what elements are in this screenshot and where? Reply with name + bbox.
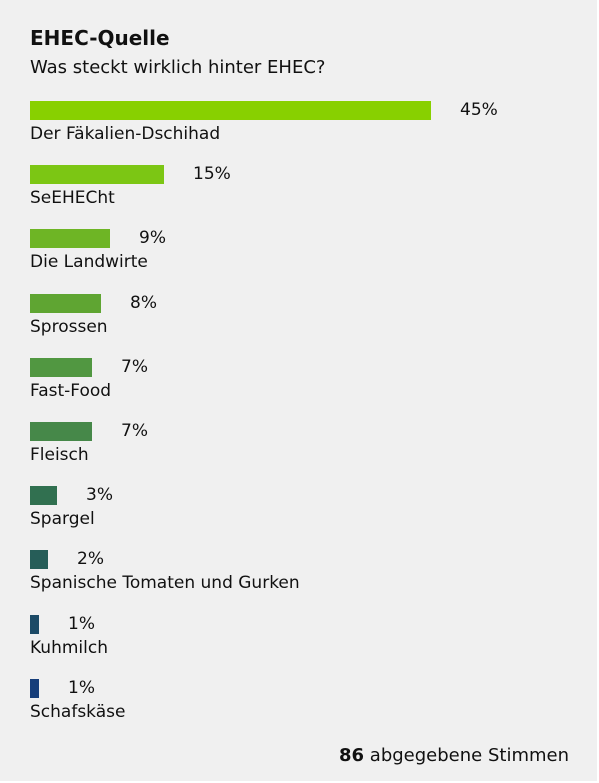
option-label: Spargel [30, 509, 95, 530]
votes-count: 86 [339, 745, 365, 766]
poll-option: 8% Sprossen [30, 292, 590, 344]
poll-question: Was steckt wirklich hinter EHEC? [30, 57, 326, 78]
result-percent: 7% [121, 421, 148, 441]
result-percent: 1% [68, 613, 95, 634]
result-percent: 7% [121, 356, 148, 377]
option-label: Sprossen [30, 316, 108, 337]
result-percent: 1% [68, 677, 95, 698]
result-bar [30, 165, 164, 185]
option-label: Fleisch [30, 445, 89, 465]
result-percent: 8% [130, 292, 157, 313]
result-percent: 2% [77, 549, 104, 570]
option-label: Kuhmilch [30, 637, 108, 658]
poll-option: 1% Kuhmilch [30, 613, 590, 665]
result-bar [30, 101, 431, 120]
poll-option: 2% Spanische Tomaten und Gurken [30, 549, 590, 600]
result-percent: 45% [460, 100, 498, 120]
result-bar [30, 550, 48, 570]
poll-option: 45% Der Fäkalien-Dschihad [30, 100, 590, 151]
votes-summary: 86 abgegebene Stimmen [339, 745, 569, 766]
poll-title: EHEC-Quelle [30, 26, 170, 50]
result-bar [30, 614, 39, 634]
result-bar [30, 229, 110, 249]
option-label: Fast-Food [30, 380, 112, 401]
option-label: Schafskäse [30, 701, 126, 722]
option-label: Die Landwirte [30, 252, 148, 273]
poll-option: 7% Fast-Food [30, 356, 590, 408]
result-bar [30, 293, 101, 313]
poll-option: 1% Schafskäse [30, 677, 590, 729]
poll-option: 3% Spargel [30, 485, 590, 536]
poll-option: 7% Fleisch [30, 421, 590, 472]
poll-option: 9% Die Landwirte [30, 228, 590, 279]
option-label: Spanische Tomaten und Gurken [30, 573, 300, 594]
poll-option: 15% SeEHECht [30, 164, 590, 215]
result-bar [30, 357, 92, 377]
result-bar [30, 678, 39, 698]
result-bar [30, 486, 57, 506]
votes-label: abgegebene Stimmen [369, 745, 569, 766]
result-percent: 15% [193, 164, 231, 185]
result-percent: 3% [86, 485, 113, 506]
result-percent: 9% [139, 228, 166, 249]
result-bar [30, 422, 92, 441]
option-label: Der Fäkalien-Dschihad [30, 124, 221, 144]
option-label: SeEHECht [30, 188, 115, 209]
